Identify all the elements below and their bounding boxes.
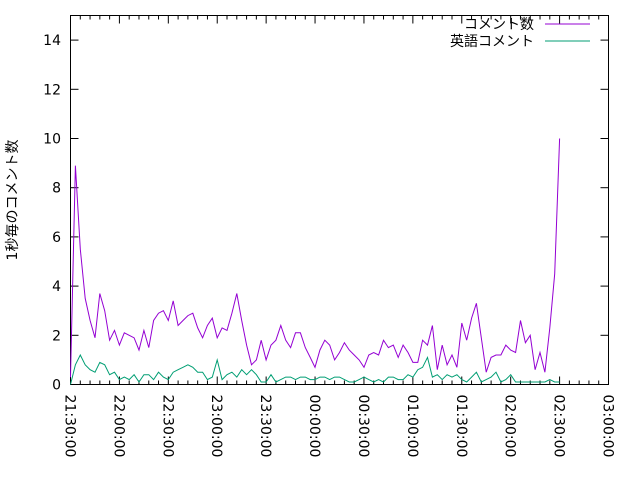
y-tick-label: 8: [52, 181, 61, 197]
y-tick-label: 12: [43, 82, 61, 98]
legend-label: 英語コメント: [450, 33, 534, 50]
plot-frame: [70, 15, 609, 385]
legend-label: コメント数: [464, 17, 534, 33]
x-tick-label: 00:00:00: [306, 395, 322, 458]
x-tick-label: 22:30:00: [159, 395, 175, 458]
x-tick-label: 22:00:00: [110, 395, 126, 458]
x-tick-label: 21:30:00: [62, 395, 78, 458]
x-tick-label: 01:00:00: [404, 395, 420, 458]
x-tick-label: 02:30:00: [551, 395, 567, 458]
y-axis-label: 1秒毎のコメント数: [5, 140, 21, 261]
y-tick-label: 4: [52, 279, 61, 295]
x-tick-label: 03:00:00: [600, 395, 616, 458]
y-tick-label: 10: [43, 132, 61, 148]
x-tick-label: 01:30:00: [453, 395, 469, 458]
y-tick-label: 2: [52, 328, 61, 344]
x-tick-label: 00:30:00: [355, 395, 371, 458]
series-line-1: [70, 353, 560, 385]
y-tick-label: 0: [52, 378, 61, 394]
series-line-0: [70, 138, 561, 378]
x-tick-label: 02:00:00: [502, 395, 518, 458]
y-tick-label: 6: [52, 230, 61, 246]
y-tick-label: 14: [43, 33, 61, 49]
x-tick-label: 23:30:00: [257, 395, 273, 458]
x-tick-label: 23:00:00: [208, 395, 224, 458]
